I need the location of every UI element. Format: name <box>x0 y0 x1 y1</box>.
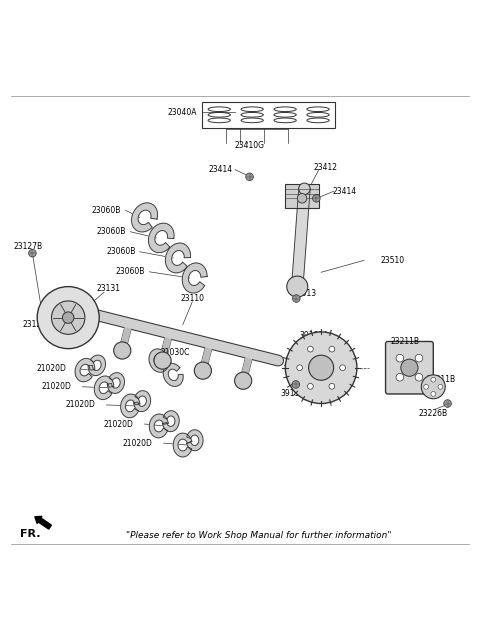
Circle shape <box>438 385 443 389</box>
Text: FR.: FR. <box>21 529 41 539</box>
Polygon shape <box>173 433 192 457</box>
Bar <box>285 184 319 208</box>
FancyArrow shape <box>35 516 51 529</box>
Circle shape <box>329 346 335 352</box>
Circle shape <box>29 250 36 257</box>
Text: 23412: 23412 <box>314 163 338 172</box>
Text: 23040A: 23040A <box>168 108 197 117</box>
Polygon shape <box>88 355 106 376</box>
Circle shape <box>292 294 300 302</box>
Text: 23060B: 23060B <box>92 205 121 215</box>
Circle shape <box>329 383 335 389</box>
Circle shape <box>421 375 445 399</box>
Text: 23226B: 23226B <box>419 408 448 417</box>
Circle shape <box>444 400 451 407</box>
Text: 23513: 23513 <box>292 289 316 298</box>
Circle shape <box>401 359 418 376</box>
Text: 23414: 23414 <box>333 187 357 196</box>
Circle shape <box>114 342 131 359</box>
Text: 23110: 23110 <box>180 294 204 303</box>
Circle shape <box>424 385 429 389</box>
Circle shape <box>308 383 313 389</box>
Text: 21020D: 21020D <box>103 420 133 429</box>
Circle shape <box>415 355 423 362</box>
Circle shape <box>415 374 423 381</box>
Circle shape <box>287 276 308 297</box>
Bar <box>202 102 335 128</box>
Circle shape <box>292 381 300 388</box>
Polygon shape <box>75 358 95 382</box>
Text: "Please refer to Work Shop Manual for further information": "Please refer to Work Shop Manual for fu… <box>126 531 392 540</box>
Circle shape <box>309 355 334 380</box>
Circle shape <box>62 312 74 323</box>
Polygon shape <box>166 243 191 273</box>
Circle shape <box>396 355 404 362</box>
Polygon shape <box>134 390 151 412</box>
Circle shape <box>297 365 302 371</box>
Circle shape <box>340 365 346 371</box>
Text: 21020D: 21020D <box>41 382 71 391</box>
Polygon shape <box>182 263 207 293</box>
Polygon shape <box>148 223 174 253</box>
Polygon shape <box>120 394 140 418</box>
Text: 21020D: 21020D <box>122 438 152 447</box>
FancyBboxPatch shape <box>385 342 433 394</box>
Text: 23124B: 23124B <box>23 320 52 329</box>
Text: 23510: 23510 <box>381 256 405 265</box>
Text: 23211B: 23211B <box>390 337 419 346</box>
Circle shape <box>37 287 99 349</box>
Circle shape <box>299 183 310 195</box>
Circle shape <box>431 392 436 396</box>
Polygon shape <box>291 188 310 287</box>
Circle shape <box>308 346 313 352</box>
Polygon shape <box>187 430 203 451</box>
Text: 23060B: 23060B <box>96 227 126 236</box>
Polygon shape <box>108 372 124 394</box>
Text: 21030C: 21030C <box>161 348 190 357</box>
Circle shape <box>431 377 436 382</box>
Polygon shape <box>149 414 168 438</box>
Circle shape <box>396 374 404 381</box>
Text: 39191: 39191 <box>280 390 304 399</box>
Circle shape <box>154 352 171 369</box>
Polygon shape <box>163 411 179 431</box>
Polygon shape <box>132 203 157 232</box>
Circle shape <box>297 193 307 203</box>
Circle shape <box>312 195 320 202</box>
Circle shape <box>194 362 212 380</box>
Text: 23060B: 23060B <box>116 268 145 276</box>
Circle shape <box>285 332 357 403</box>
Text: 23311B: 23311B <box>427 374 456 383</box>
Text: 23127B: 23127B <box>13 241 42 250</box>
Circle shape <box>246 173 253 180</box>
Polygon shape <box>94 376 114 399</box>
Polygon shape <box>149 349 168 372</box>
Text: 23131: 23131 <box>97 285 121 294</box>
Polygon shape <box>163 364 183 387</box>
Circle shape <box>235 372 252 389</box>
Text: 21020D: 21020D <box>36 364 66 373</box>
Text: 23414: 23414 <box>209 165 233 174</box>
Circle shape <box>51 301 85 334</box>
Text: 39190A: 39190A <box>299 332 329 340</box>
Text: 21020D: 21020D <box>65 401 95 410</box>
Text: 23060B: 23060B <box>106 247 135 256</box>
Text: 23410G: 23410G <box>235 141 264 150</box>
